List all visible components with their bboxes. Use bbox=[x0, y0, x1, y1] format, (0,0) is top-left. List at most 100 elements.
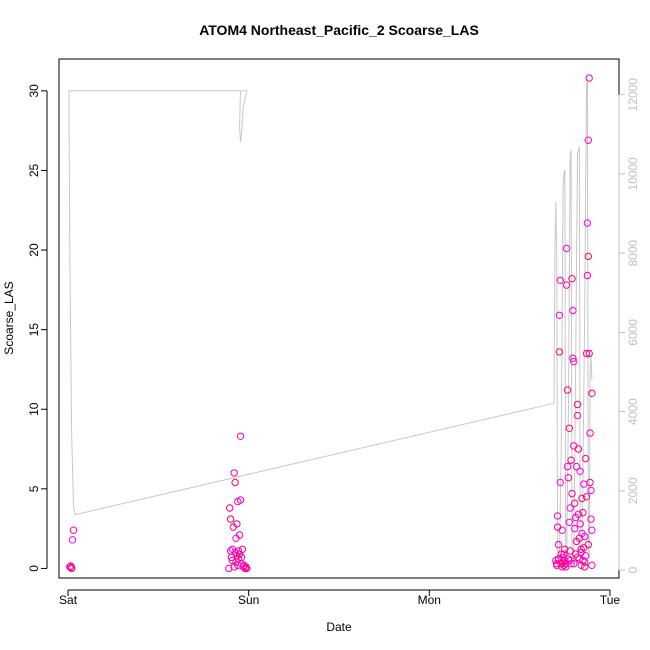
data-point bbox=[563, 386, 572, 394]
data-point bbox=[588, 389, 596, 397]
data-point bbox=[567, 456, 575, 464]
data-point bbox=[587, 515, 595, 523]
line-series bbox=[68, 78, 593, 563]
data-point bbox=[567, 560, 575, 568]
data-point bbox=[580, 480, 588, 488]
data-point bbox=[568, 489, 576, 498]
data-point bbox=[230, 563, 238, 571]
x-tick-label: Tue bbox=[600, 593, 621, 607]
data-point bbox=[226, 515, 235, 523]
x-tick-label: Sat bbox=[59, 593, 78, 607]
data-point bbox=[237, 553, 246, 561]
data-points bbox=[66, 74, 596, 573]
data-point bbox=[555, 348, 564, 356]
data-point bbox=[574, 510, 583, 518]
data-point bbox=[67, 564, 76, 572]
data-point bbox=[565, 424, 573, 432]
data-point bbox=[573, 411, 582, 420]
data-point bbox=[554, 540, 563, 549]
data-point bbox=[584, 540, 592, 549]
data-point bbox=[68, 536, 77, 544]
data-point bbox=[563, 462, 572, 471]
data-point bbox=[584, 252, 592, 261]
data-point bbox=[581, 563, 589, 571]
x-axis: Sat Sun Mon Tue bbox=[59, 589, 621, 607]
data-point bbox=[585, 349, 593, 358]
y-axis-left: 0 5 10 15 20 25 30 bbox=[27, 84, 48, 572]
data-point bbox=[69, 526, 78, 534]
data-point bbox=[243, 564, 251, 573]
data-point bbox=[571, 499, 579, 507]
data-point bbox=[553, 512, 562, 520]
data-point bbox=[561, 545, 569, 553]
data-point bbox=[586, 429, 594, 437]
data-point bbox=[225, 564, 233, 573]
data-point bbox=[587, 486, 595, 495]
y2-tick-label: 0 bbox=[626, 566, 640, 573]
data-point bbox=[588, 526, 596, 534]
plot-frame bbox=[58, 58, 620, 579]
data-point bbox=[560, 550, 568, 558]
data-point bbox=[230, 469, 238, 477]
y2-tick-label: 10000 bbox=[626, 157, 640, 191]
data-point bbox=[566, 504, 574, 512]
y-axis-right: 0 2000 4000 6000 8000 10000 12000 bbox=[618, 78, 640, 573]
data-point bbox=[577, 548, 585, 557]
y2-tick-label: 2000 bbox=[626, 477, 640, 504]
line-series-path bbox=[68, 78, 593, 563]
data-point bbox=[570, 357, 578, 366]
y-tick-label: 15 bbox=[27, 323, 41, 337]
data-point bbox=[233, 520, 241, 528]
data-point bbox=[558, 526, 566, 534]
data-point bbox=[239, 563, 248, 571]
data-point bbox=[586, 478, 594, 487]
y-tick-label: 0 bbox=[27, 565, 41, 572]
data-point bbox=[588, 561, 596, 569]
data-point bbox=[581, 454, 590, 463]
data-point bbox=[581, 552, 590, 560]
data-point bbox=[576, 520, 584, 528]
data-point bbox=[566, 547, 574, 555]
data-point bbox=[583, 219, 592, 227]
data-point bbox=[236, 432, 245, 440]
data-point bbox=[238, 545, 247, 553]
y2-tick-label: 4000 bbox=[626, 398, 640, 425]
data-point bbox=[242, 563, 250, 571]
data-point bbox=[569, 306, 577, 315]
data-point bbox=[236, 496, 245, 504]
data-point bbox=[578, 494, 586, 503]
y-tick-label: 20 bbox=[27, 243, 41, 257]
data-point bbox=[583, 271, 592, 280]
y-axis-label: Scoarse_LAS bbox=[2, 281, 16, 354]
data-point bbox=[570, 560, 578, 568]
data-point bbox=[585, 74, 593, 82]
data-point bbox=[565, 518, 573, 526]
y-tick-label: 25 bbox=[27, 163, 41, 177]
data-point bbox=[574, 445, 583, 453]
data-point bbox=[235, 547, 243, 555]
data-point bbox=[582, 493, 591, 501]
data-point bbox=[227, 553, 236, 561]
y2-tick-label: 8000 bbox=[626, 239, 640, 266]
data-point bbox=[562, 244, 571, 253]
data-point bbox=[571, 524, 579, 533]
data-point bbox=[569, 354, 577, 362]
data-point bbox=[573, 553, 582, 561]
data-point bbox=[576, 467, 584, 475]
data-point bbox=[556, 478, 564, 487]
data-point bbox=[573, 400, 582, 409]
y2-tick-label: 12000 bbox=[626, 78, 640, 112]
data-point bbox=[226, 504, 234, 512]
data-point bbox=[564, 474, 573, 482]
data-point bbox=[231, 478, 239, 487]
data-point bbox=[562, 281, 571, 289]
x-axis-label: Date bbox=[326, 620, 352, 634]
y2-tick-label: 6000 bbox=[626, 319, 640, 346]
data-point bbox=[67, 562, 75, 570]
data-point bbox=[562, 563, 570, 571]
y-tick-label: 5 bbox=[27, 485, 41, 492]
data-point bbox=[556, 276, 564, 284]
data-point bbox=[581, 532, 589, 541]
y-tick-label: 10 bbox=[27, 402, 41, 416]
